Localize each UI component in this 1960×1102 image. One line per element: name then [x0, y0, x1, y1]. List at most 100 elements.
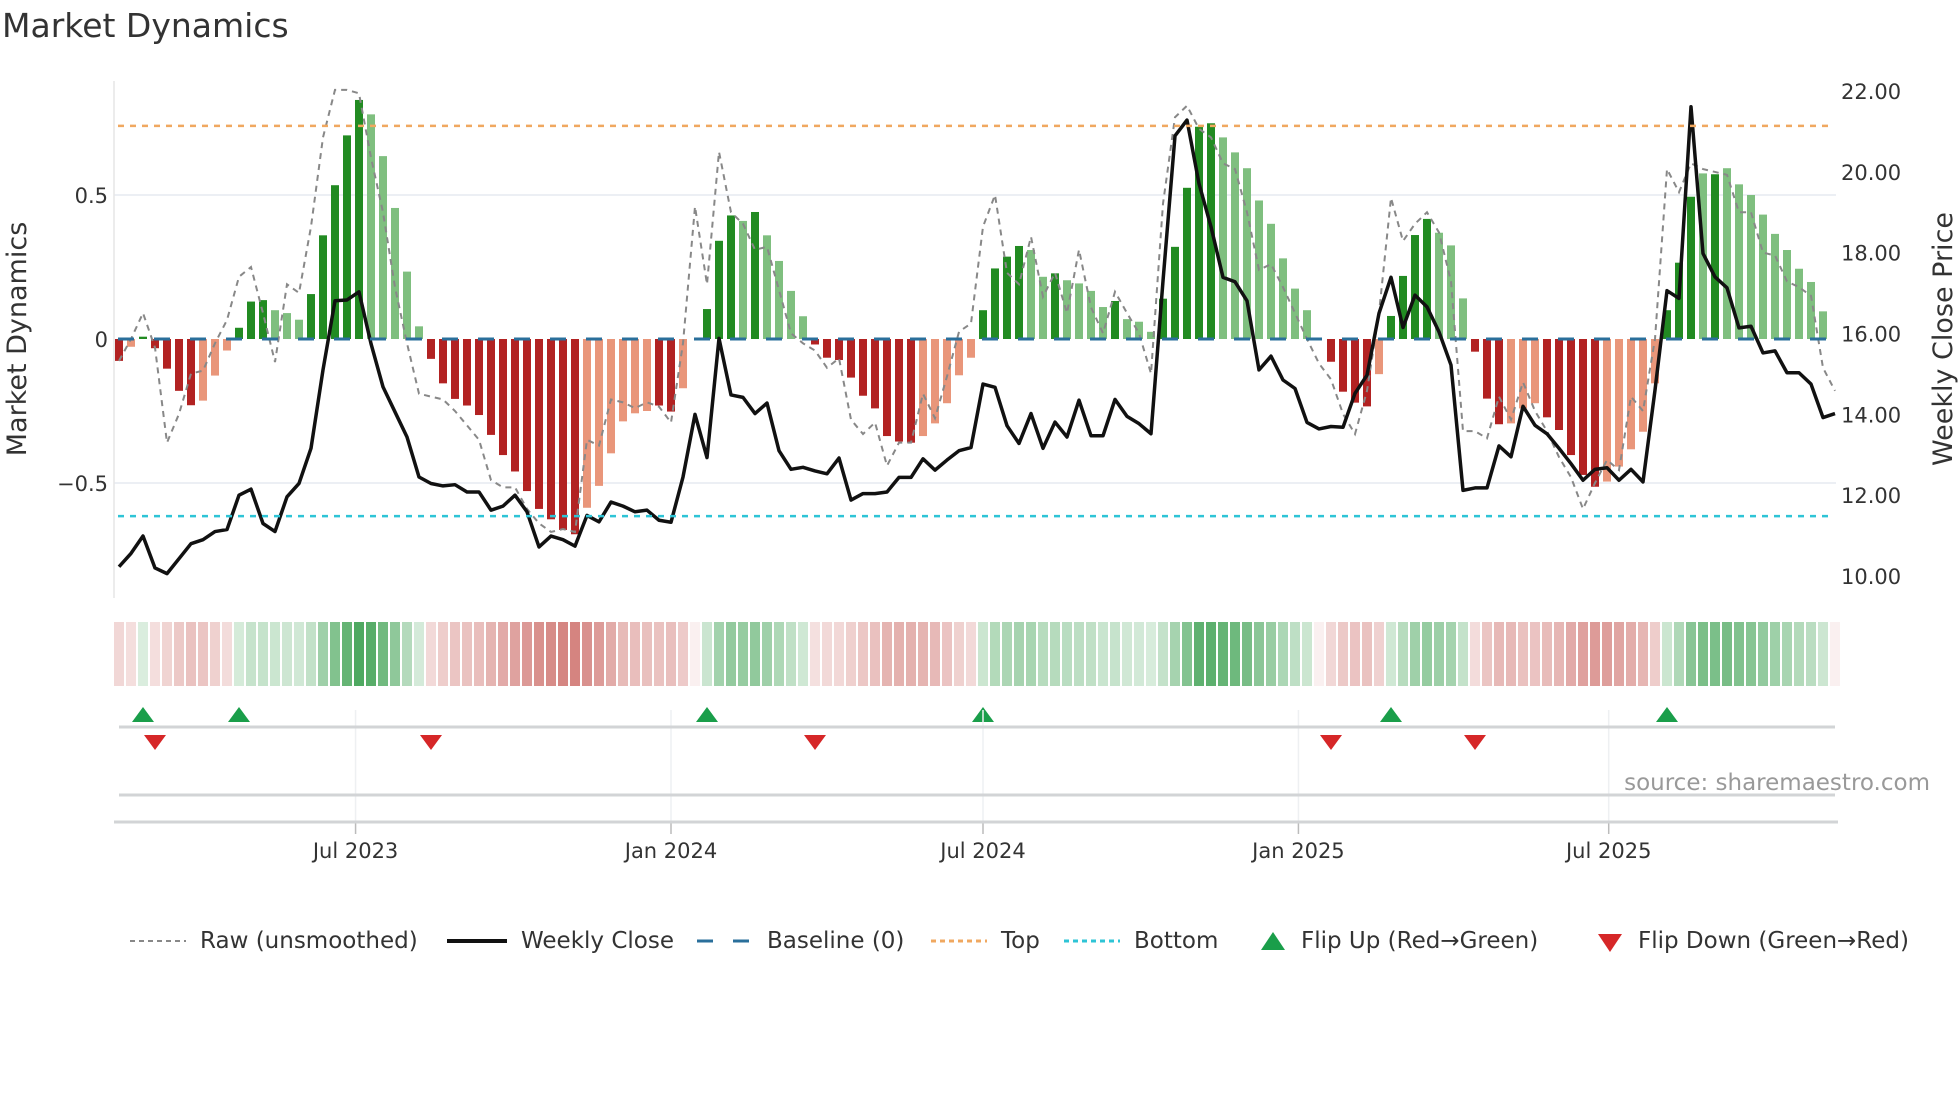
dynamics-bar: [1555, 339, 1563, 431]
heat-cell: [270, 622, 280, 686]
heat-cell: [642, 622, 652, 686]
dynamics-bar: [847, 339, 855, 378]
heat-cell: [1674, 622, 1684, 686]
legend-label: Raw (unsmoothed): [200, 928, 418, 954]
heat-cell: [306, 622, 316, 686]
heat-cell: [1434, 622, 1444, 686]
dynamics-bar: [871, 339, 879, 409]
heat-cell: [738, 622, 748, 686]
legend-weekly-close: Weekly Close: [447, 924, 674, 958]
dynamics-bar: [1579, 339, 1587, 475]
dynamics-bar: [979, 310, 987, 339]
flip-up-marker: [228, 707, 250, 722]
heat-cell: [750, 622, 760, 686]
dynamics-bar: [403, 271, 411, 339]
dynamics-bar: [643, 339, 651, 411]
heat-cell: [1566, 622, 1576, 686]
heat-cell: [1818, 622, 1828, 686]
dynamics-bar: [1195, 126, 1203, 339]
heat-cell: [1578, 622, 1588, 686]
axes: 0.5 0 −0.5 10.00 12.00 14.00 16.00 18.00 20.00 22…: [57, 80, 1901, 589]
dynamics-bar: [391, 207, 399, 339]
dynamics-bar: [1711, 174, 1719, 339]
dynamics-bar: [1015, 245, 1023, 339]
heat-cell: [174, 622, 184, 686]
dynamics-bar: [703, 309, 711, 339]
heat-cell: [198, 622, 208, 686]
dynamics-bar: [1651, 339, 1659, 384]
reference-lines: [118, 124, 1830, 518]
heat-cell: [834, 622, 844, 686]
dynamics-bar: [571, 339, 579, 535]
heat-cell: [606, 622, 616, 686]
heat-cell: [654, 622, 664, 686]
heat-cell: [1254, 622, 1264, 686]
dynamics-bars: [115, 99, 1827, 535]
flip-down-marker: [1464, 735, 1486, 750]
dynamics-bar: [1519, 339, 1527, 409]
heat-cell: [630, 622, 640, 686]
heat-cell: [666, 622, 676, 686]
legend-flip-down: Flip Down (Green→Red): [1596, 924, 1909, 958]
triangle-up-icon: [1261, 932, 1285, 950]
heat-cell: [1722, 622, 1732, 686]
lower-panel: Jul 2023 Jan 2024 Jul 2024 Jan 2025 Jul 2025: [114, 710, 1838, 863]
heat-cell: [162, 622, 172, 686]
flip-up-marker: [1380, 707, 1402, 722]
heat-cell: [1614, 622, 1624, 686]
dynamics-bar: [223, 339, 231, 351]
dynamics-bar: [1567, 339, 1575, 456]
source-attribution: source: sharemaestro.com: [1624, 770, 1930, 796]
heat-cell: [1602, 622, 1612, 686]
heat-cell: [978, 622, 988, 686]
heat-cell: [450, 622, 460, 686]
legend-label: Flip Up (Red→Green): [1301, 928, 1539, 954]
heat-cell: [1230, 622, 1240, 686]
dynamics-bar: [799, 316, 807, 339]
dynamics-bar: [955, 339, 963, 376]
heat-cell: [1530, 622, 1540, 686]
dynamics-bar: [415, 326, 423, 339]
heat-cell: [1590, 622, 1600, 686]
heat-cell: [1518, 622, 1528, 686]
x-tick-label: Jul 2024: [938, 839, 1025, 863]
heat-cell: [1770, 622, 1780, 686]
heat-cell: [342, 622, 352, 686]
dynamics-bar: [727, 215, 735, 339]
heat-cell: [210, 622, 220, 686]
heat-cell: [918, 622, 928, 686]
heat-cell: [846, 622, 856, 686]
heat-cell: [1362, 622, 1372, 686]
dynamics-bar: [511, 339, 519, 472]
dynamics-bar: [991, 268, 999, 339]
dynamics-bar: [1303, 310, 1311, 339]
heat-cell: [870, 622, 880, 686]
heat-cell: [1830, 622, 1840, 686]
dynamics-bar: [1087, 290, 1095, 339]
dynamics-bar: [1783, 250, 1791, 339]
heat-cell: [1758, 622, 1768, 686]
legend-baseline: Baseline (0): [697, 924, 904, 958]
dynamics-bar: [1447, 245, 1455, 339]
heat-cell: [1038, 622, 1048, 686]
dynamics-bar: [1747, 195, 1755, 339]
dynamics-bar: [259, 300, 267, 339]
dynamics-bar: [319, 235, 327, 339]
heat-cell: [1734, 622, 1744, 686]
heat-cell: [1110, 622, 1120, 686]
dynamics-bar: [307, 294, 315, 339]
dynamics-bar: [931, 339, 939, 424]
heat-cell: [1626, 622, 1636, 686]
x-tick-label: Jul 2025: [1564, 839, 1651, 863]
dynamics-bar: [175, 339, 183, 391]
heat-cell: [1458, 622, 1468, 686]
y-tick-label: 0: [95, 328, 108, 352]
dynamics-bar: [1675, 262, 1683, 339]
dynamics-bar: [751, 211, 759, 339]
dynamics-bar: [1615, 339, 1623, 467]
y-tick-label: −0.5: [57, 472, 108, 496]
dynamics-bar: [1471, 339, 1479, 352]
dynamics-bar: [115, 339, 123, 361]
heat-cell: [330, 622, 340, 686]
series-lines: [117, 88, 1836, 576]
